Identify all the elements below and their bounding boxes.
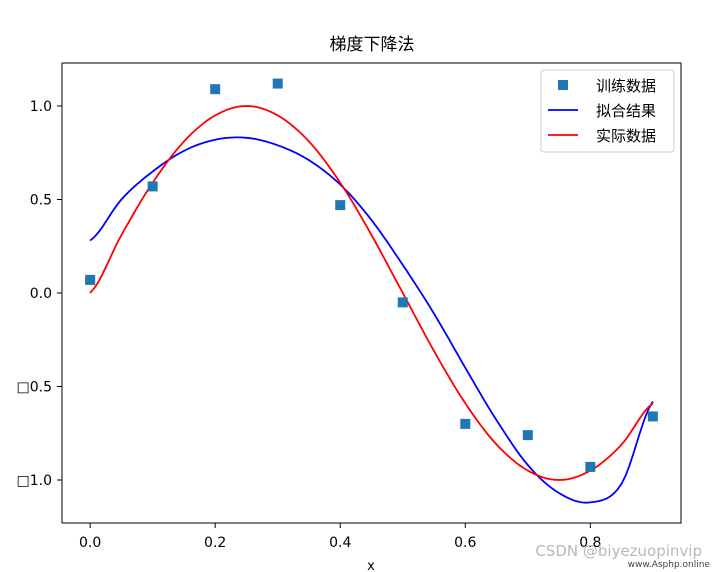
y-axis: 1.0 0.5 0.0 □0.5 □1.0 xyxy=(17,99,62,489)
site-watermark: www.Asphp.online xyxy=(627,560,710,570)
x-axis-label: x xyxy=(367,559,375,572)
data-point xyxy=(460,418,471,429)
csdn-watermark: CSDN @biyezuopinvip xyxy=(535,542,702,560)
data-point xyxy=(397,297,408,308)
legend-box xyxy=(540,69,675,153)
x-axis: 0.0 0.2 0.4 0.6 0.8 xyxy=(79,523,601,551)
x-tick-label: 0.2 xyxy=(204,535,226,551)
data-point xyxy=(147,181,158,192)
series-line-fit xyxy=(89,136,654,504)
x-tick-label: 0.8 xyxy=(579,535,601,551)
legend-marker xyxy=(558,80,568,90)
data-point xyxy=(210,84,221,95)
data-point xyxy=(585,461,596,472)
series-line-actual xyxy=(89,105,654,481)
y-tick-label: 1.0 xyxy=(30,99,52,115)
chart-title: 梯度下降法 xyxy=(330,35,415,55)
y-tick-label: □0.5 xyxy=(17,379,53,395)
y-tick-label: 0.0 xyxy=(30,286,52,302)
data-point xyxy=(272,78,283,89)
y-tick-label: □1.0 xyxy=(17,473,53,489)
data-point xyxy=(522,430,533,441)
x-tick-label: 0.4 xyxy=(329,535,351,551)
legend-label: 拟合结果 xyxy=(596,102,656,120)
data-point xyxy=(335,200,346,211)
x-tick-label: 0.0 xyxy=(79,535,101,551)
legend-label: 训练数据 xyxy=(596,77,656,95)
x-tick-label: 0.6 xyxy=(454,535,476,551)
legend-label: 实际数据 xyxy=(596,127,656,145)
y-tick-label: 0.5 xyxy=(30,193,52,209)
data-point xyxy=(85,274,96,285)
data-point xyxy=(647,411,658,422)
plot-area xyxy=(85,78,658,504)
